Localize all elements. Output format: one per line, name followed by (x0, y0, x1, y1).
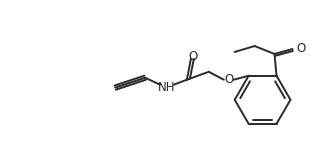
Text: NH: NH (158, 81, 176, 94)
Text: O: O (296, 42, 306, 56)
Text: O: O (188, 50, 198, 63)
Text: O: O (224, 73, 233, 86)
